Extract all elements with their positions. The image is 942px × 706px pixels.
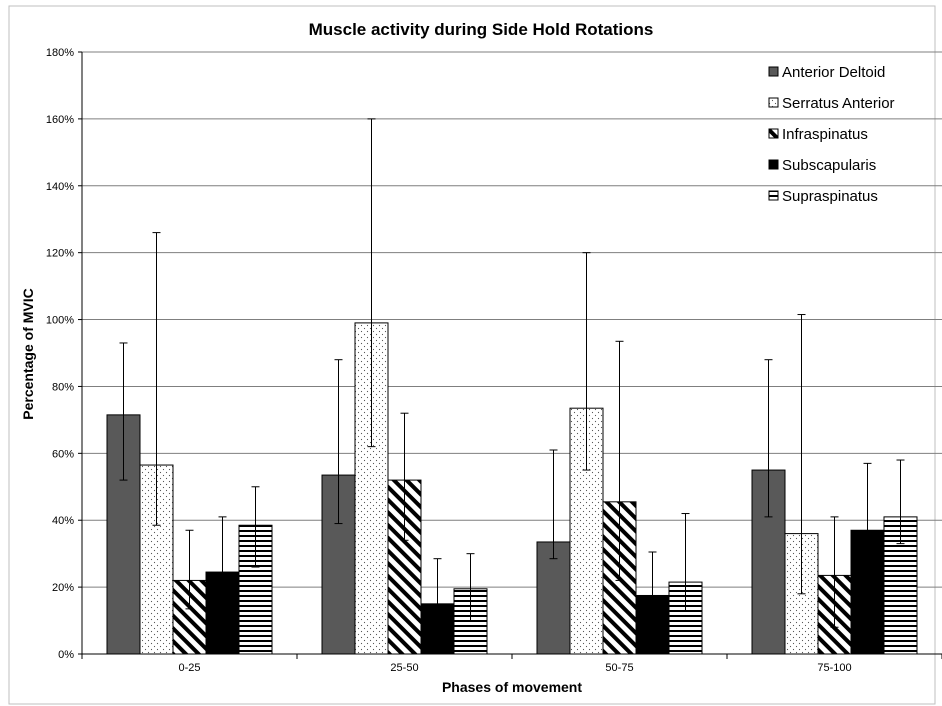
y-tick-label: 0% — [58, 649, 74, 661]
legend-label: Supraspinatus — [782, 188, 878, 205]
x-tick-label: 25-50 — [390, 662, 418, 674]
legend-swatch — [768, 190, 779, 201]
legend-swatch — [768, 128, 779, 139]
legend-label: Subscapularis — [782, 157, 876, 174]
y-tick-label: 160% — [46, 114, 74, 126]
x-tick-label: 0-25 — [178, 662, 200, 674]
x-axis-label: Phases of movement — [442, 679, 582, 695]
x-tick-label: 50-75 — [605, 662, 633, 674]
x-tick-label: 75-100 — [817, 662, 851, 674]
legend-swatch — [768, 66, 779, 77]
legend-label: Infraspinatus — [782, 126, 868, 143]
y-tick-label: 120% — [46, 248, 74, 260]
legend-swatch — [768, 159, 779, 170]
legend-label: Anterior Deltoid — [782, 64, 885, 81]
legend-label: Serratus Anterior — [782, 95, 895, 112]
y-tick-label: 180% — [46, 47, 74, 59]
y-tick-label: 80% — [52, 381, 74, 393]
y-tick-label: 20% — [52, 582, 74, 594]
y-tick-label: 60% — [52, 448, 74, 460]
legend-swatch — [768, 97, 779, 108]
legend: Anterior Deltoid Serratus Anterior Infrasp… — [768, 64, 895, 205]
y-tick-label: 100% — [46, 315, 74, 327]
x-axis-ticks: 0-25 25-50 50-75 75-100 — [81, 654, 942, 674]
error-bars — [119, 118, 905, 628]
y-axis-ticks: 0% 20% 40% 60% 80% 100% 120% 140% 160% 180% — [46, 47, 82, 661]
y-tick-label: 40% — [52, 515, 74, 527]
y-axis-label: Percentage of MVIC — [20, 288, 36, 419]
y-tick-label: 140% — [46, 181, 74, 193]
chart-title: Muscle activity during Side Hold Rotatio… — [309, 20, 654, 39]
